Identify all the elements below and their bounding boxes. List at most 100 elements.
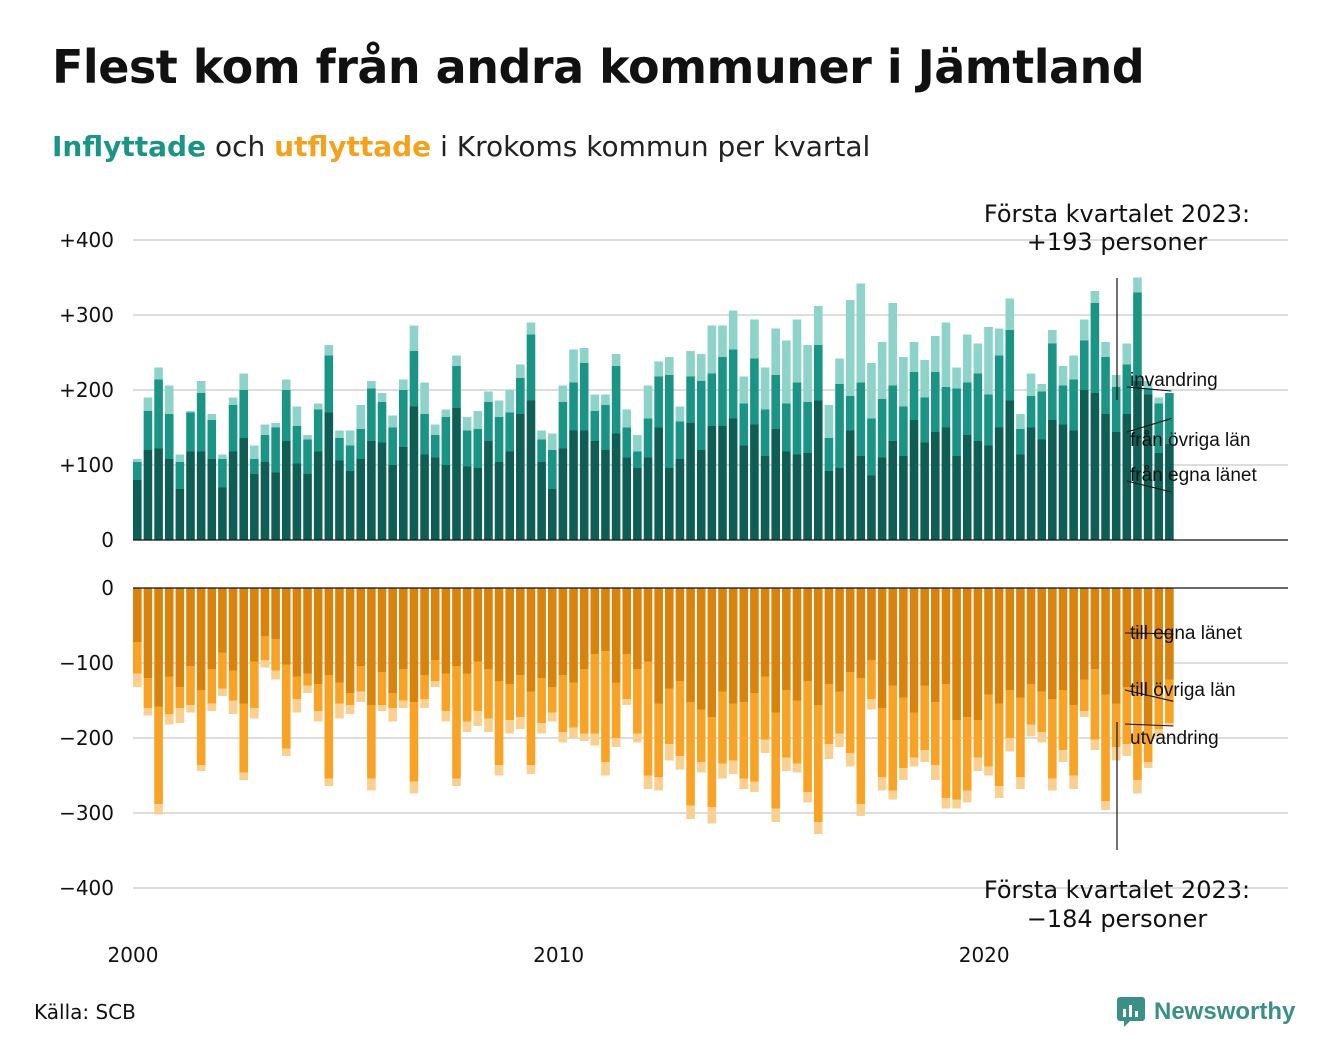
outflow-y-tick-label: −300 [59, 801, 114, 825]
outflow-bar-segment [696, 588, 706, 710]
outflow-bar-segment [931, 765, 940, 780]
inflow-bar-segment [1026, 373, 1036, 396]
outflow-bar-segment [367, 588, 376, 705]
inflow-bar-segment [420, 414, 429, 455]
outflow-bar-segment [1079, 679, 1089, 711]
inflow-bar-segment [420, 382, 429, 414]
outflow-bar-segment [867, 699, 876, 710]
inflow-bar-segment [760, 456, 770, 540]
inflow-bar-segment [718, 426, 727, 540]
outflow-bar-segment [175, 588, 185, 687]
inflow-bar-segment [388, 427, 397, 465]
inflow-bar-segment [1101, 357, 1110, 414]
inflow-bar-segment [718, 325, 727, 357]
outflow-bar-segment [271, 670, 280, 680]
outflow-bar-segment [420, 675, 429, 699]
inflow-bar-segment [888, 385, 898, 441]
inflow-bar-segment [324, 412, 334, 540]
inflow-bar-segment [377, 442, 387, 540]
inflow-bar-segment [516, 414, 525, 540]
inflow-bar-segment [558, 448, 568, 540]
outflow-bar-segment [590, 588, 600, 654]
outflow-bar-segment [239, 588, 248, 704]
inflow-bar-segment [888, 303, 898, 386]
outflow-bar-segment [931, 702, 940, 765]
inflow-bar-segment [409, 325, 419, 351]
outflow-bar-segment [324, 675, 334, 779]
outflow-bar-segment [484, 669, 493, 719]
inflow-bar-segment [803, 345, 812, 402]
outflow-bar-segment [1143, 724, 1153, 762]
inflow-bar-segment [547, 489, 557, 540]
outflow-bar-segment [494, 588, 504, 681]
outflow-bar-segment [952, 588, 961, 720]
inflow-bar-segment [441, 465, 451, 540]
outflow-bar-segment [452, 588, 461, 666]
inflow-bar-segment [196, 381, 206, 393]
inflow-bar-segment [728, 310, 738, 350]
outflow-bar-segment [962, 588, 972, 717]
inflow-bar-segment [292, 426, 302, 464]
outflow-bar-segment [601, 651, 610, 762]
outflow-bar-segment [707, 588, 717, 717]
inflow-bar-segment [494, 417, 504, 462]
outflow-bar-segment [739, 778, 749, 789]
outflow-bar-segment [367, 778, 376, 791]
outflow-bar-segment [962, 717, 972, 791]
inflow-bar-segment [654, 361, 663, 377]
inflow-bar-segment [845, 396, 855, 431]
outflow-bar-segment [792, 763, 802, 773]
outflow-bar-segment [665, 688, 674, 744]
outflow-bar-segment [803, 588, 812, 681]
inflow-bar-segment [271, 472, 280, 540]
outflow-bar-segment [845, 588, 855, 672]
inflow-bar-segment [399, 447, 408, 540]
outflow-bar-segment [196, 765, 206, 771]
inflow-bar-segment [877, 457, 887, 540]
outflow-bar-segment [675, 756, 685, 770]
outflow-bar-segment [675, 588, 685, 681]
outflow-bar-segment [441, 588, 451, 674]
outflow-bar-segment [611, 682, 621, 738]
inflow-bar-segment [164, 385, 174, 414]
outflow-bar-segment [579, 733, 589, 741]
inflow-bar-segment [1090, 291, 1100, 303]
outflow-bar-segment [228, 700, 238, 714]
outflow-bar-segment [941, 684, 951, 798]
outflow-bar-segment [1026, 724, 1036, 737]
inflow-bar-segment [1016, 454, 1025, 540]
outflow-bar-segment [558, 732, 568, 743]
inflow-bar-segment [1048, 420, 1057, 540]
outflow-bar-segment [462, 588, 472, 674]
inflow-bar-segment [686, 423, 695, 540]
inflow-bar-segment [803, 453, 812, 540]
inflow-bar-segment [877, 399, 887, 458]
inflow-bar-segment [931, 372, 940, 432]
brand-logo: Newsworthy [1116, 996, 1295, 1028]
inflow-bar-segment [984, 327, 993, 395]
inflow-bar-segment [771, 429, 780, 540]
outflow-bar-segment [973, 757, 983, 771]
outflow-bar-segment [920, 685, 929, 750]
outflow-bar-segment [239, 703, 248, 773]
outflow-bar-segment [569, 588, 578, 683]
outflow-bar-segment [1111, 703, 1121, 747]
outflow-bar-segment [590, 733, 600, 746]
outflow-bar-segment [186, 666, 195, 705]
inflow-bar-segment [931, 432, 940, 540]
outflow-bar-segment [707, 807, 717, 824]
outflow-bar-segment [845, 672, 855, 753]
outflow-bar-segment [1090, 669, 1100, 740]
outflow-bar-segment [1090, 739, 1100, 750]
outflow-bar-segment [239, 772, 248, 780]
inflow-bar-segment [813, 306, 823, 345]
outflow-bar-segment [888, 790, 898, 800]
outflow-bar-segment [813, 588, 823, 705]
inflow-bar-segment [164, 459, 174, 540]
outflow-bar-segment [1143, 588, 1153, 725]
inflow-bar-segment [133, 480, 142, 540]
inflow-y-tick-label: +300 [59, 303, 114, 327]
inflow-bar-segment [877, 342, 887, 399]
inflow-bar-segment [452, 408, 461, 540]
inflow-bars [133, 277, 1174, 540]
